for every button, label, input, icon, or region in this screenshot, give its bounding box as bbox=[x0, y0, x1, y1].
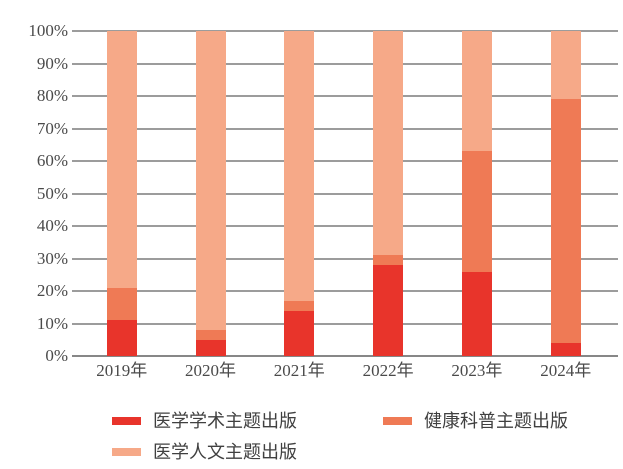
gridline bbox=[72, 290, 618, 292]
gridline bbox=[72, 225, 618, 227]
bar-segment bbox=[373, 265, 404, 356]
legend-item: 健康科普主题出版 bbox=[383, 411, 568, 431]
legend-swatch bbox=[112, 448, 141, 456]
legend-swatch bbox=[383, 417, 412, 425]
gridline bbox=[72, 160, 618, 162]
bar-segment bbox=[461, 271, 492, 356]
plot-area bbox=[72, 30, 620, 357]
bar-segment bbox=[195, 31, 226, 330]
y-axis-label: 40% bbox=[36, 216, 68, 235]
legend-label: 医学人文主题出版 bbox=[153, 442, 297, 462]
bar-segment bbox=[461, 31, 492, 152]
gridline bbox=[72, 95, 618, 97]
y-axis-label: 80% bbox=[36, 86, 68, 105]
bar-segment bbox=[195, 339, 226, 356]
gridline bbox=[72, 62, 618, 65]
legend: 医学学术主题出版 健康科普主题出版医学人文主题出版 bbox=[0, 408, 623, 469]
bar-segment bbox=[284, 310, 315, 356]
legend-item: 医学学术主题出版 bbox=[112, 411, 297, 431]
x-axis-label: 2019年 bbox=[96, 361, 148, 380]
bar-segment bbox=[284, 31, 315, 301]
bar-segment bbox=[106, 320, 137, 356]
bar-segment bbox=[373, 255, 404, 265]
y-axis-label: 20% bbox=[36, 281, 68, 300]
legend-label: 健康科普主题出版 bbox=[424, 411, 568, 431]
bar-segment bbox=[461, 151, 492, 272]
gridline bbox=[72, 127, 618, 130]
x-axis-label: 2020年 bbox=[185, 361, 236, 380]
y-axis-label: 60% bbox=[36, 151, 68, 170]
x-axis-label: 2021年 bbox=[273, 361, 325, 380]
x-axis-label: 2022年 bbox=[362, 361, 414, 380]
bar-segment bbox=[550, 343, 581, 356]
stacked-bar bbox=[106, 31, 137, 356]
x-axis-label: 2024年 bbox=[540, 361, 592, 380]
gridline bbox=[72, 30, 618, 32]
bar-segment bbox=[550, 31, 581, 100]
legend-item: 医学人文主题出版 bbox=[112, 442, 297, 462]
gridline bbox=[72, 257, 618, 260]
y-axis-label: 100% bbox=[28, 21, 68, 40]
y-axis-label: 50% bbox=[36, 183, 68, 203]
bar-segment bbox=[550, 99, 581, 343]
bar-segment bbox=[195, 330, 226, 340]
legend-swatch bbox=[112, 417, 141, 425]
x-axis-line bbox=[72, 355, 618, 357]
stacked-bar bbox=[284, 31, 315, 356]
x-axis: 2019年 2020年 2021年 2022年 2023年 2024年 bbox=[88, 359, 620, 385]
x-axis-label: 2023年 bbox=[451, 361, 503, 380]
y-axis: 0% 10% 20% 30% 40% 50% 60% 70% 80% 90% 100% bbox=[0, 22, 68, 365]
stacked-bar bbox=[550, 31, 581, 356]
legend-label: 医学学术主题出版 bbox=[153, 411, 297, 431]
bar-segment bbox=[284, 300, 315, 311]
stacked-bar bbox=[461, 31, 492, 356]
y-axis-label: 0% bbox=[45, 346, 68, 365]
stacked-bar bbox=[195, 31, 226, 356]
y-axis-label: 70% bbox=[36, 118, 68, 138]
y-axis-label: 90% bbox=[36, 53, 68, 73]
y-axis-label: 10% bbox=[36, 313, 68, 333]
y-axis-label: 30% bbox=[36, 248, 68, 268]
gridline bbox=[72, 192, 618, 195]
stacked-bar bbox=[373, 31, 404, 356]
bar-segment bbox=[106, 31, 137, 288]
bar-segment bbox=[106, 287, 137, 321]
bar-segment bbox=[373, 31, 404, 256]
gridline bbox=[72, 322, 618, 325]
